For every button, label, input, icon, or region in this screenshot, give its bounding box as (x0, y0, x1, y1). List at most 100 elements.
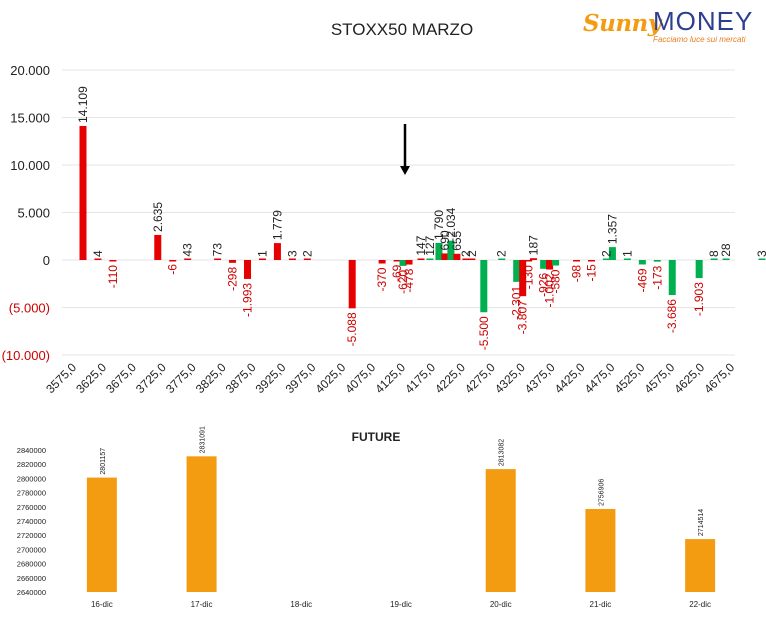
x-tick-label: 3675,0 (103, 360, 139, 396)
bar-4510-40 (638, 260, 646, 265)
bar-4535-41 (653, 260, 661, 262)
data-label: 1 (620, 250, 634, 257)
y-tick-label: 2680000 (17, 560, 46, 569)
bar-4110-16 (399, 260, 407, 266)
data-label: 1.779 (270, 210, 284, 240)
x-tick-label: 4575,0 (641, 360, 677, 396)
y-tick-label: 5.000 (17, 206, 50, 221)
data-label: -5.500 (477, 316, 491, 350)
data-label: -5.088 (345, 312, 359, 346)
bar-4460-38 (608, 247, 616, 260)
logo-sunny-text: Sunny (583, 10, 661, 37)
data-label: 2 (459, 250, 473, 257)
data-label: -1.993 (241, 283, 255, 317)
data-label: -926 (537, 272, 551, 296)
data-label: 690 (438, 230, 452, 250)
data-label: -370 (375, 267, 389, 291)
y-tick-label: 2840000 (17, 446, 46, 455)
bar-3700-3 (154, 234, 162, 260)
x-tick-label: 18-dic (290, 600, 312, 609)
bar-3850-8 (244, 260, 252, 279)
x-tick-label: 3925,0 (253, 360, 289, 396)
x-tick-label: 4225,0 (432, 360, 468, 396)
bar-4200-23 (453, 253, 461, 260)
data-label: -620 (396, 270, 410, 294)
main-chart-bars (79, 125, 766, 313)
bar-4215-24 (462, 258, 470, 260)
bar-3750-5 (184, 258, 192, 260)
future-chart-bars (86, 456, 716, 592)
bar-4310-29 (519, 260, 527, 297)
data-label: 2714514 (698, 509, 705, 536)
y-tick-label: 2760000 (17, 503, 46, 512)
data-label: 1.790 (432, 210, 446, 240)
x-tick-label: 17-dic (191, 600, 213, 609)
bar-4400-35 (573, 260, 581, 262)
data-label: -69 (390, 264, 404, 282)
x-tick-label: 4625,0 (671, 360, 707, 396)
data-label: 4 (91, 250, 105, 257)
y-tick-label: 2720000 (17, 531, 46, 540)
bar-3725-4 (169, 260, 177, 262)
future-bar-20-dic (485, 469, 516, 592)
bar-3575-0 (79, 125, 87, 260)
data-label: -298 (226, 267, 240, 291)
data-label: 8 (707, 250, 721, 257)
bar-4650-45 (722, 258, 730, 260)
bar-4345-32 (540, 260, 548, 269)
bar-4025-13 (348, 260, 356, 309)
y-tick-label: (5.000) (9, 301, 50, 316)
x-tick-label: 3775,0 (163, 360, 199, 396)
data-label: 127 (423, 235, 437, 255)
bar-4245-26 (480, 260, 488, 313)
bar-3800-6 (214, 258, 222, 260)
y-tick-label: 2660000 (17, 574, 46, 583)
data-label: 1 (255, 250, 269, 257)
y-tick-label: 15.000 (10, 111, 50, 126)
x-tick-label: 22-dic (689, 600, 711, 609)
bar-4630-44 (710, 258, 718, 260)
y-tick-label: 0 (43, 253, 50, 268)
bar-4450-37 (602, 258, 610, 260)
data-label: 14.109 (76, 86, 90, 123)
y-tick-label: 2640000 (17, 588, 46, 597)
bar-3925-11 (288, 258, 296, 260)
bar-4100-15 (393, 260, 401, 262)
data-label: 655 (450, 230, 464, 250)
future-chart-x-axis: 16-dic 17-dic 18-dic 19-dic 20-dic 21-dic 22-d… (91, 600, 711, 609)
bar-4365-34 (552, 260, 560, 266)
bar-4180-21 (441, 253, 449, 260)
data-label: -3.807 (516, 300, 530, 334)
logo-money-text: MONEY (653, 6, 754, 36)
x-tick-label: 4025,0 (312, 360, 348, 396)
data-label: 2 (300, 250, 314, 257)
data-label: 3 (755, 250, 766, 257)
x-tick-label: 21-dic (590, 600, 612, 609)
main-chart-title: STOXX50 MARZO (331, 20, 473, 39)
data-label: 2813082 (499, 439, 506, 466)
x-tick-label: 4525,0 (612, 360, 648, 396)
data-label: -130 (522, 265, 536, 289)
y-tick-label: 2740000 (17, 517, 46, 526)
bar-4120-17 (405, 260, 413, 265)
bar-4170-20 (435, 242, 443, 260)
data-label: 2.635 (151, 202, 165, 232)
future-bar-17-dic (186, 456, 217, 592)
data-label: 43 (181, 243, 195, 257)
bar-3950-12 (303, 258, 311, 260)
data-label: -1.002 (543, 273, 557, 307)
x-tick-label: 3875,0 (223, 360, 259, 396)
bar-4300-28 (513, 260, 521, 282)
data-label: -173 (650, 265, 664, 289)
future-bar-21-dic (585, 508, 616, 592)
data-label: 147 (414, 235, 428, 255)
data-label: 3 (285, 250, 299, 257)
x-tick-label: 4675,0 (701, 360, 737, 396)
main-chart-x-axis: 3575,03625,03675,03725,03775,03825,03875… (43, 360, 737, 396)
data-label: 2831091 (200, 426, 207, 453)
bar-4155-19 (426, 258, 434, 260)
data-label: -580 (549, 269, 563, 293)
bar-4328-31 (529, 258, 537, 260)
bar-3875-9 (258, 258, 266, 260)
bar-4275-27 (498, 258, 506, 260)
